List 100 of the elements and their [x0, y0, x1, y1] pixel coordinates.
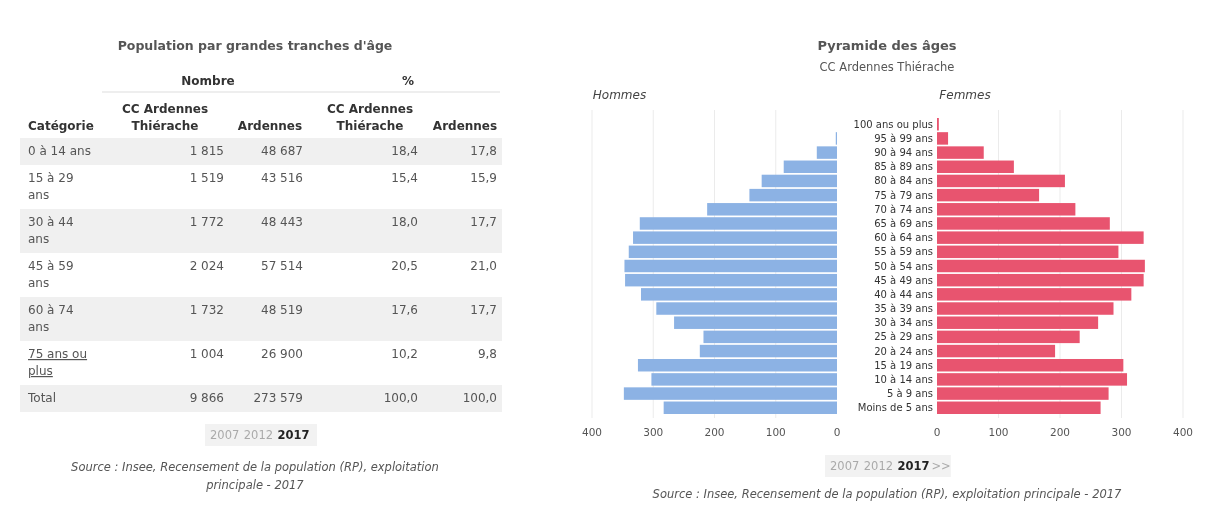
text: 17,6: [391, 303, 418, 317]
text: 17,7: [470, 303, 497, 317]
bar: [937, 273, 1144, 287]
bar: [637, 359, 837, 372]
bar: [761, 174, 837, 188]
bar: [937, 259, 1145, 273]
text: 30 à 44 ans: [28, 215, 74, 246]
x-tick-label: 400: [581, 426, 603, 438]
text: 10,2: [391, 347, 418, 361]
text: 2017: [897, 459, 930, 473]
text: Ardennes: [237, 119, 303, 133]
source-note: Source : Insee, Recensement de la population (RP), exploitation principale - 2017: [652, 487, 1123, 501]
bar: [628, 245, 837, 259]
y-tick-label: 70 à 74 ans: [874, 203, 933, 215]
bar: [937, 188, 1040, 202]
y-tick-label: 100 ans ou plus: [853, 118, 933, 130]
y-tick-label: 80 à 84 ans: [874, 175, 933, 187]
text: 75 ans ou plus: [28, 347, 88, 378]
x-tick-label: 300: [1111, 426, 1132, 438]
bar: [937, 174, 1065, 188]
text: Ardennes: [432, 119, 498, 133]
bar: [699, 344, 837, 358]
text: CC Ardennes Thiérache: [326, 102, 414, 133]
x-tick-label: 0: [933, 426, 941, 438]
text: 48 519: [261, 303, 303, 317]
text: Catégorie: [28, 119, 94, 133]
text: 2012: [243, 428, 274, 442]
text: Population par grandes tranches d'âge: [117, 38, 393, 53]
text: 2007: [210, 428, 240, 442]
text: %: [401, 74, 415, 88]
text: 18,4: [391, 144, 418, 158]
x-tick-label: 100: [765, 426, 786, 438]
text: CC Ardennes Thiérache: [819, 60, 955, 74]
bar: [937, 344, 1056, 358]
x-tick-label: 100: [988, 426, 1009, 438]
text: 15,4: [391, 171, 418, 185]
x-tick-label: 300: [643, 426, 664, 438]
source-note: Source : Insee, Recensement de la population (RP), exploitation principale - 2017: [71, 460, 439, 492]
text: 15 à 29 ans: [28, 171, 74, 202]
bar: [703, 330, 837, 344]
text: 48 687: [261, 144, 303, 158]
text: 1 004: [189, 347, 224, 361]
bar: [937, 160, 1014, 173]
x-tick-label: 200: [704, 426, 725, 438]
text: 18,0: [391, 215, 418, 229]
text: Nombre: [181, 74, 235, 88]
bar: [937, 359, 1124, 372]
y-tick-label: 45 à 49 ans: [874, 274, 933, 286]
y-tick-label: 90 à 94 ans: [874, 147, 933, 159]
text: Pyramide des âges: [817, 38, 957, 53]
text: 1 815: [189, 144, 224, 158]
text: 1 519: [189, 171, 224, 185]
text: 17,8: [470, 144, 497, 158]
y-tick-label: 15 à 19 ans: [874, 359, 933, 371]
text: 57 514: [261, 259, 303, 273]
text: CC Ardennes Thiérache: [121, 102, 209, 133]
y-tick-label: 65 à 69 ans: [874, 217, 933, 229]
bar: [937, 330, 1080, 344]
text: 2012: [863, 459, 894, 473]
bar: [937, 245, 1119, 259]
bar: [749, 188, 837, 202]
text: 48 443: [261, 215, 303, 229]
y-tick-label: 20 à 24 ans: [874, 345, 933, 357]
text: 15,9: [470, 171, 497, 185]
y-tick-label: 75 à 79 ans: [874, 189, 933, 201]
bar: [625, 273, 837, 287]
text: 17,7: [470, 215, 497, 229]
text: Total: [27, 391, 57, 405]
x-tick-label: 200: [1049, 426, 1071, 438]
bar: [937, 401, 1101, 414]
text: 273 579: [253, 391, 303, 405]
bar: [663, 401, 837, 414]
text: 20,5: [391, 259, 418, 273]
text: 2007: [830, 459, 860, 473]
text: 45 à 59 ans: [28, 259, 74, 290]
y-tick-label: 55 à 59 ans: [874, 246, 933, 258]
y-tick-label: 85 à 89 ans: [874, 161, 933, 173]
bar: [624, 259, 837, 273]
text: 9,8: [477, 347, 497, 361]
x-tick-label: 0: [833, 426, 841, 438]
y-tick-label: 35 à 39 ans: [874, 303, 933, 315]
text: >>: [931, 459, 951, 473]
text: 100,0: [383, 391, 418, 405]
text: 1 772: [189, 215, 224, 229]
text: 1 732: [189, 303, 224, 317]
y-tick-label: 95 à 99 ans: [874, 132, 933, 144]
bar: [783, 160, 837, 173]
y-tick-label: 30 à 34 ans: [874, 317, 933, 329]
y-tick-label: 40 à 44 ans: [874, 288, 933, 300]
y-tick-label: 5 à 9 ans: [886, 388, 933, 400]
text: 21,0: [470, 259, 497, 273]
text: 2 024: [189, 259, 224, 273]
text: 0 à 14 ans: [28, 144, 91, 158]
y-tick-label: 50 à 54 ans: [874, 260, 933, 272]
x-tick-label: 400: [1172, 426, 1194, 438]
text: 43 516: [261, 171, 303, 185]
text: 100,0: [462, 391, 497, 405]
y-tick-label: 25 à 29 ans: [874, 331, 933, 343]
y-tick-label: 10 à 14 ans: [874, 373, 933, 385]
text: 2017: [277, 428, 310, 442]
